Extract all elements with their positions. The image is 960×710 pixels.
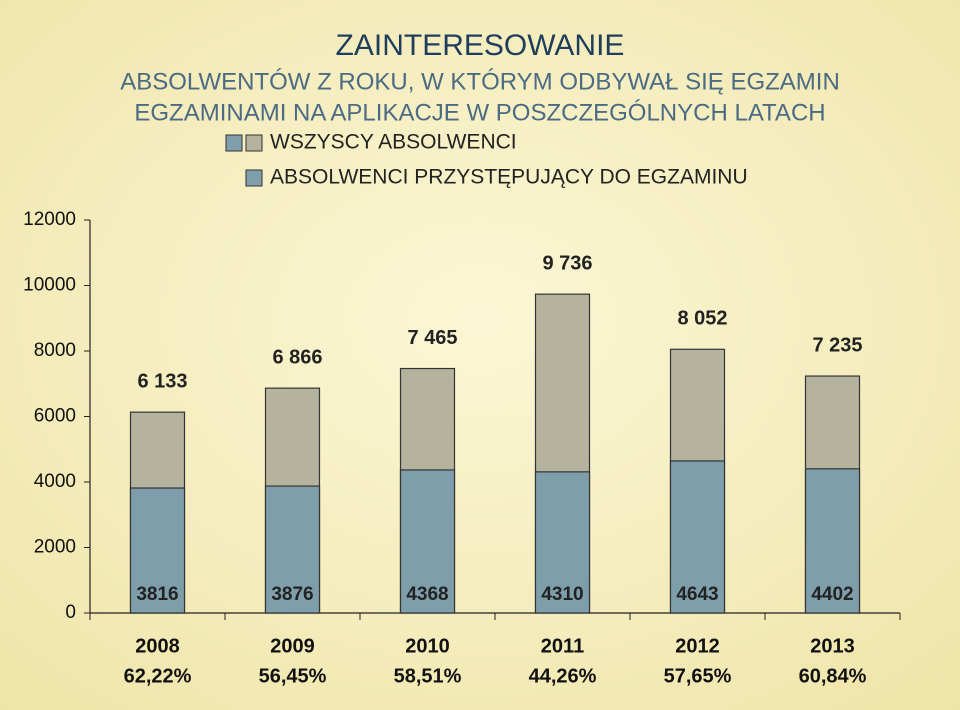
share-label: 60,84% — [799, 665, 867, 687]
y-tick-label: 12000 — [23, 209, 76, 230]
value-label: 7 465 — [407, 327, 457, 349]
value-label: 4643 — [676, 584, 718, 605]
y-tick-label: 6000 — [34, 406, 76, 427]
bar — [399, 469, 456, 614]
bar — [264, 485, 321, 614]
legend-label: WSZYSCY ABSOLWENCI — [270, 131, 517, 154]
bar — [129, 487, 186, 614]
value-label: 6 133 — [137, 370, 187, 392]
share-label: 44,26% — [529, 665, 597, 687]
x-tick-label: 2012 — [675, 635, 720, 657]
value-label: 4310 — [541, 584, 583, 605]
y-tick-label: 4000 — [34, 471, 76, 492]
value-label: 4402 — [811, 584, 853, 605]
y-tick-label: 2000 — [34, 537, 76, 558]
share-label: 62,22% — [124, 665, 192, 687]
x-tick-label: 2008 — [135, 635, 180, 657]
value-label: 4368 — [406, 584, 448, 605]
x-tick-label: 2009 — [270, 635, 315, 657]
legend-label: ABSOLWENCI PRZYSTĘPUJĄCY DO EGZAMINU — [270, 166, 748, 189]
bar — [534, 471, 591, 614]
share-label: 57,65% — [664, 665, 732, 687]
x-tick-label: 2013 — [810, 635, 855, 657]
legend-swatch — [225, 134, 243, 152]
value-label: 3816 — [136, 584, 178, 605]
legend-swatch — [245, 134, 263, 152]
y-tick-label: 0 — [65, 602, 76, 623]
chart-subtitle: EGZAMINAMI NA APLIKACJE W POSZCZEGÓLNYCH… — [134, 99, 825, 126]
y-tick-label: 10000 — [23, 275, 76, 296]
chart-subtitle: ABSOLWENTÓW Z ROKU, W KTÓRYM ODBYWAŁ SIĘ… — [120, 68, 840, 95]
value-label: 3876 — [271, 584, 313, 605]
value-label: 8 052 — [677, 308, 727, 330]
y-tick-label: 8000 — [34, 340, 76, 361]
value-label: 6 866 — [272, 346, 322, 368]
legend-swatch — [245, 169, 263, 187]
value-label: 7 235 — [812, 334, 862, 356]
bar — [804, 468, 861, 614]
bar — [669, 460, 726, 614]
x-tick-label: 2011 — [541, 635, 584, 657]
share-label: 58,51% — [394, 665, 462, 687]
x-tick-label: 2010 — [405, 635, 450, 657]
value-label: 9 736 — [542, 252, 592, 274]
chart-title: ZAINTERESOWANIE — [336, 29, 625, 62]
share-label: 56,45% — [259, 665, 327, 687]
